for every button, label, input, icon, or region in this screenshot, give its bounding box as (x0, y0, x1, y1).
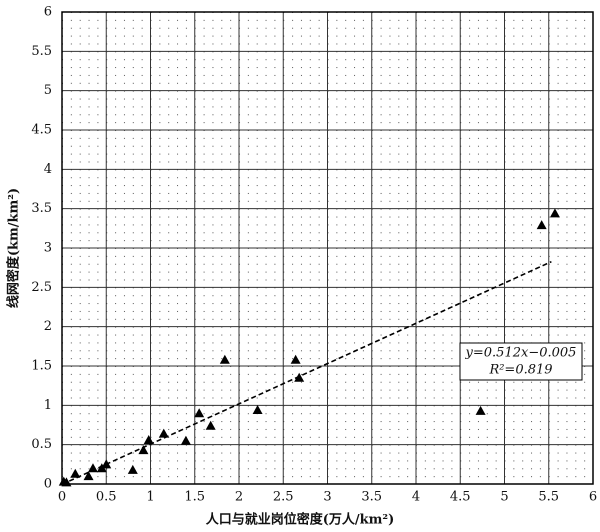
equation-box (459, 342, 583, 381)
equation-text: y=0.512x−0.005 (465, 346, 577, 361)
x-tick-label: 6 (589, 490, 597, 505)
scatter-point (290, 354, 301, 364)
y-tick-label: 0.5 (31, 437, 52, 452)
scatter-point (549, 208, 560, 218)
scatter-point (205, 420, 216, 430)
y-tick-label: 4.5 (31, 123, 52, 138)
y-tick-label: 2 (44, 319, 52, 334)
scatter-point (536, 220, 547, 230)
x-tick-label: 1 (146, 490, 154, 505)
x-tick-label: 2.5 (273, 490, 294, 505)
scatter-point (180, 435, 191, 445)
scatter-point (194, 408, 205, 418)
y-tick-label: 6 (44, 5, 52, 20)
y-tick-label: 5.5 (31, 44, 52, 59)
x-axis-title: 人口与就业岗位密度(万人/km²) (206, 512, 395, 528)
y-tick-label: 5 (44, 83, 52, 98)
scatter-point (294, 372, 305, 382)
x-tick-label: 0.5 (96, 490, 117, 505)
x-tick-label: 4.5 (450, 490, 471, 505)
scatter-point (87, 463, 98, 473)
scatter-point (143, 434, 154, 444)
y-tick-label: 0 (44, 477, 52, 492)
y-tick-label: 1 (44, 398, 52, 413)
x-tick-label: 0 (58, 490, 66, 505)
y-axis-title: 线网密度(km/km²) (6, 188, 22, 308)
equation-text: R²=0.819 (488, 363, 552, 378)
x-tick-label: 5 (500, 490, 508, 505)
scatter-point (101, 459, 112, 469)
y-tick-label: 3 (44, 241, 52, 256)
y-tick-label: 4 (44, 162, 52, 177)
scatter-point (475, 405, 486, 415)
scatter-point (83, 471, 94, 481)
scatter-point (219, 354, 230, 364)
scatter-point (127, 464, 138, 474)
y-tick-label: 1.5 (31, 359, 52, 374)
y-tick-label: 2.5 (31, 280, 52, 295)
y-tick-label: 3.5 (31, 201, 52, 216)
x-tick-label: 3 (323, 490, 331, 505)
x-tick-label: 3.5 (361, 490, 382, 505)
x-tick-label: 1.5 (184, 490, 205, 505)
x-tick-label: 2 (235, 490, 243, 505)
plot-frame (61, 11, 594, 485)
scatter-point (70, 468, 81, 478)
scatter-point (252, 405, 263, 415)
x-tick-label: 4 (412, 490, 420, 505)
scatter-point (138, 445, 149, 455)
x-tick-label: 5.5 (538, 490, 559, 505)
scatter-point (158, 428, 169, 438)
scatter-point (61, 477, 72, 487)
